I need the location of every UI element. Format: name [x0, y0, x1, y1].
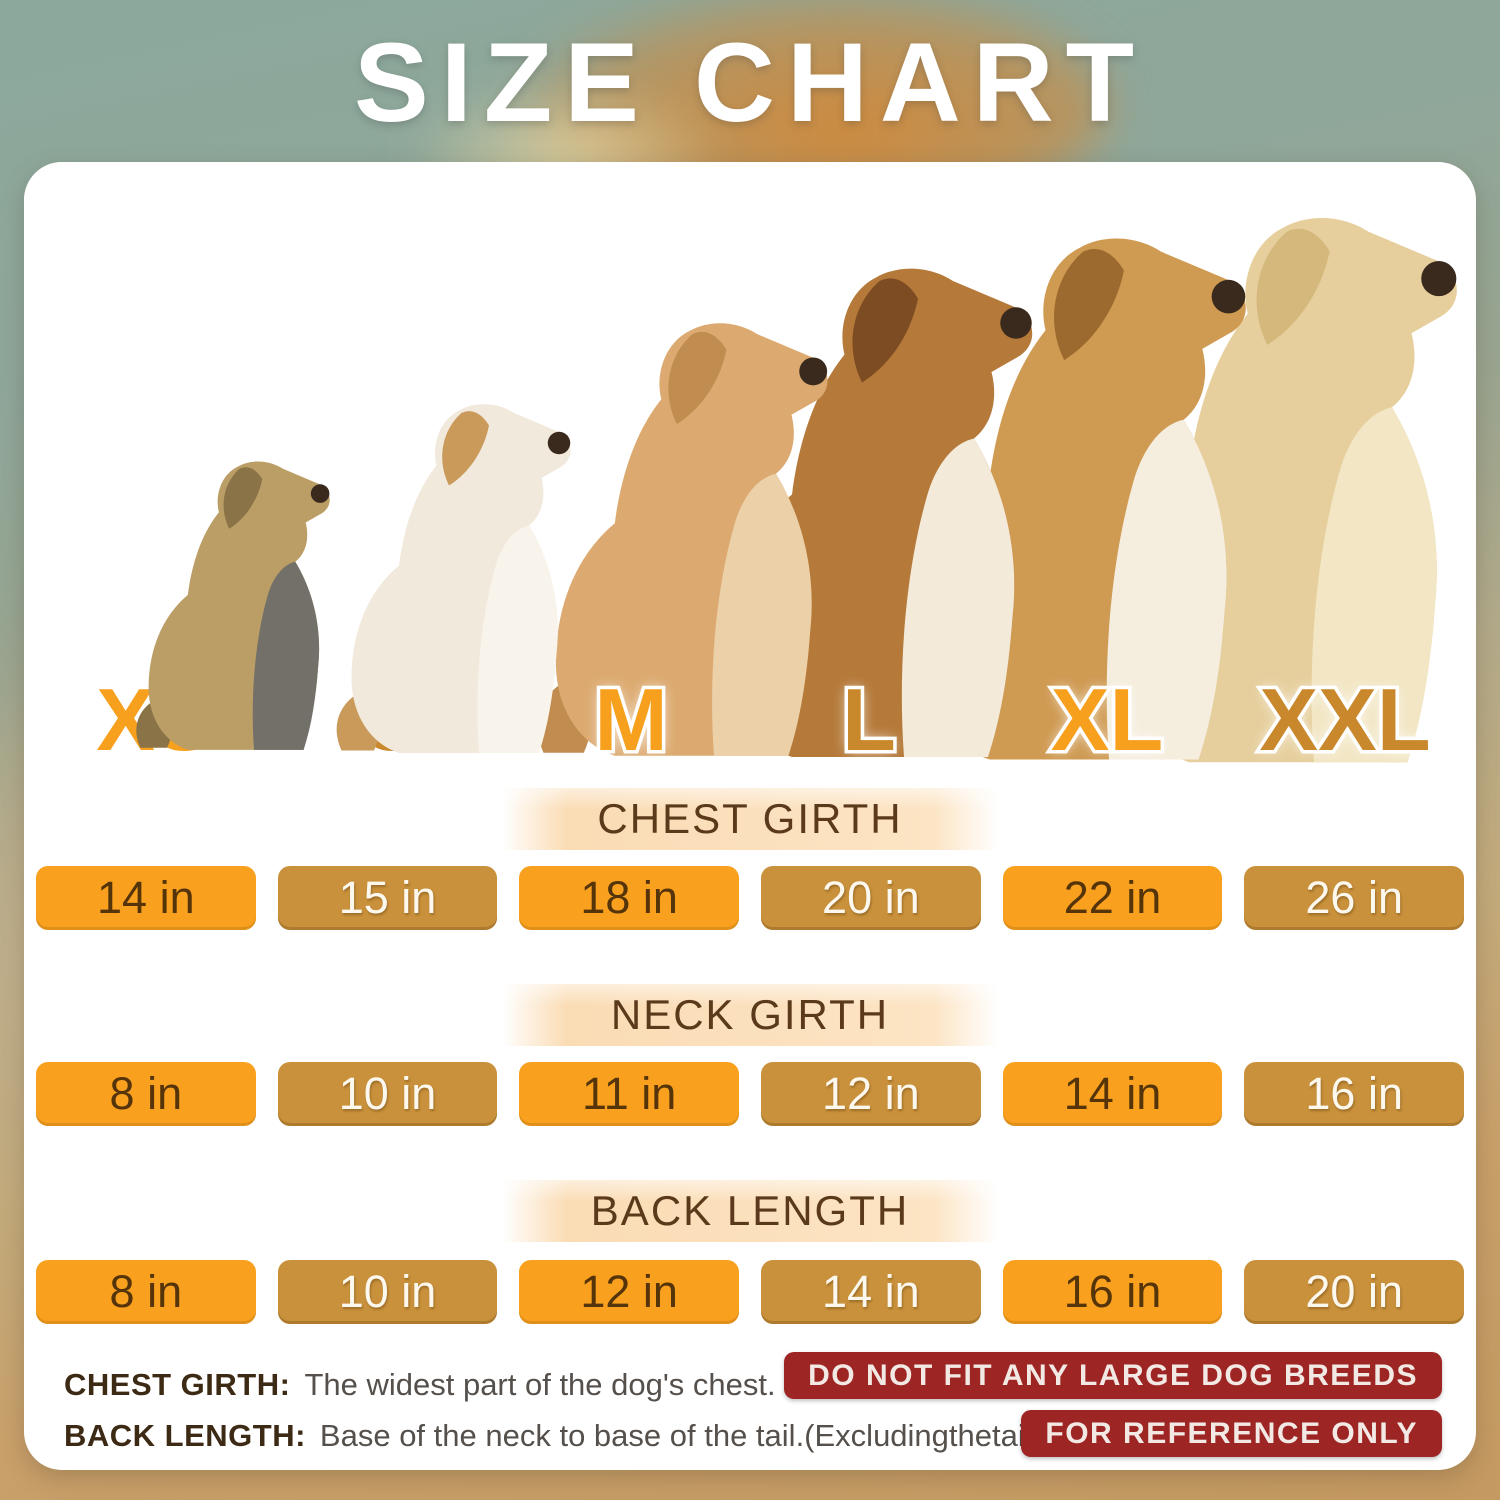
- neck-girth-m: 11 in: [519, 1062, 740, 1126]
- back-length-s: 10 in: [277, 1260, 498, 1324]
- back-length-l: 14 in: [761, 1260, 981, 1324]
- chest-girth-xl: 22 in: [1002, 866, 1223, 930]
- back-length-xs: 8 in: [36, 1260, 256, 1324]
- neck-girth-header: NECK GIRTH: [502, 984, 998, 1046]
- note-chest-girth-label: CHEST GIRTH:: [64, 1367, 291, 1402]
- warning-badge-reference-only: FOR REFERENCE ONLY: [1021, 1410, 1442, 1457]
- note-back-length: BACK LENGTH: Base of the neck to base of …: [64, 1418, 1042, 1454]
- neck-girth-xs: 8 in: [36, 1062, 256, 1126]
- dog-lineup: [24, 162, 1476, 782]
- back-length-xxl: 20 in: [1244, 1260, 1465, 1324]
- size-label-xxl: XXL: [1256, 670, 1434, 770]
- back-length-xl: 16 in: [1002, 1260, 1223, 1324]
- neck-girth-s: 10 in: [277, 1062, 498, 1126]
- neck-girth-xl: 14 in: [1002, 1062, 1223, 1126]
- chest-girth-m: 18 in: [519, 866, 740, 930]
- dog-fade-left-overlay: [24, 162, 164, 782]
- note-chest-girth-text: The widest part of the dog's chest.: [304, 1367, 776, 1402]
- note-back-length-text: Base of the neck to base of the tail.(Ex…: [319, 1418, 1042, 1453]
- size-label-m: M: [591, 670, 671, 770]
- note-back-length-label: BACK LENGTH:: [64, 1418, 306, 1453]
- note-chest-girth: CHEST GIRTH: The widest part of the dog's…: [64, 1367, 776, 1403]
- neck-girth-xxl: 16 in: [1244, 1062, 1465, 1126]
- neck-girth-row: 8 in 10 in 11 in 12 in 14 in 16 in: [36, 1062, 1465, 1126]
- dog-photo-xs-yorkshire-terrier: [130, 444, 378, 754]
- back-length-header: BACK LENGTH: [502, 1180, 998, 1242]
- back-length-m: 12 in: [519, 1260, 740, 1324]
- chest-girth-row: 14 in 15 in 18 in 20 in 22 in 26 in: [36, 866, 1465, 930]
- chest-girth-l: 20 in: [761, 866, 981, 930]
- size-chart-card: XS S M L XL XXL CHEST GIRTH 14 in 15 in …: [24, 162, 1476, 1470]
- neck-girth-l: 12 in: [761, 1062, 981, 1126]
- chest-girth-header: CHEST GIRTH: [502, 788, 998, 850]
- warning-badge-large-breeds: DO NOT FIT ANY LARGE DOG BREEDS: [784, 1352, 1442, 1399]
- size-label-l: L: [839, 670, 900, 770]
- chest-girth-xs: 14 in: [36, 866, 256, 930]
- chest-girth-xxl: 26 in: [1244, 866, 1465, 930]
- page-title: SIZE CHART: [354, 20, 1146, 145]
- size-label-xl: XL: [1047, 670, 1166, 770]
- back-length-row: 8 in 10 in 12 in 14 in 16 in 20 in: [36, 1260, 1465, 1324]
- chest-girth-s: 15 in: [277, 866, 498, 930]
